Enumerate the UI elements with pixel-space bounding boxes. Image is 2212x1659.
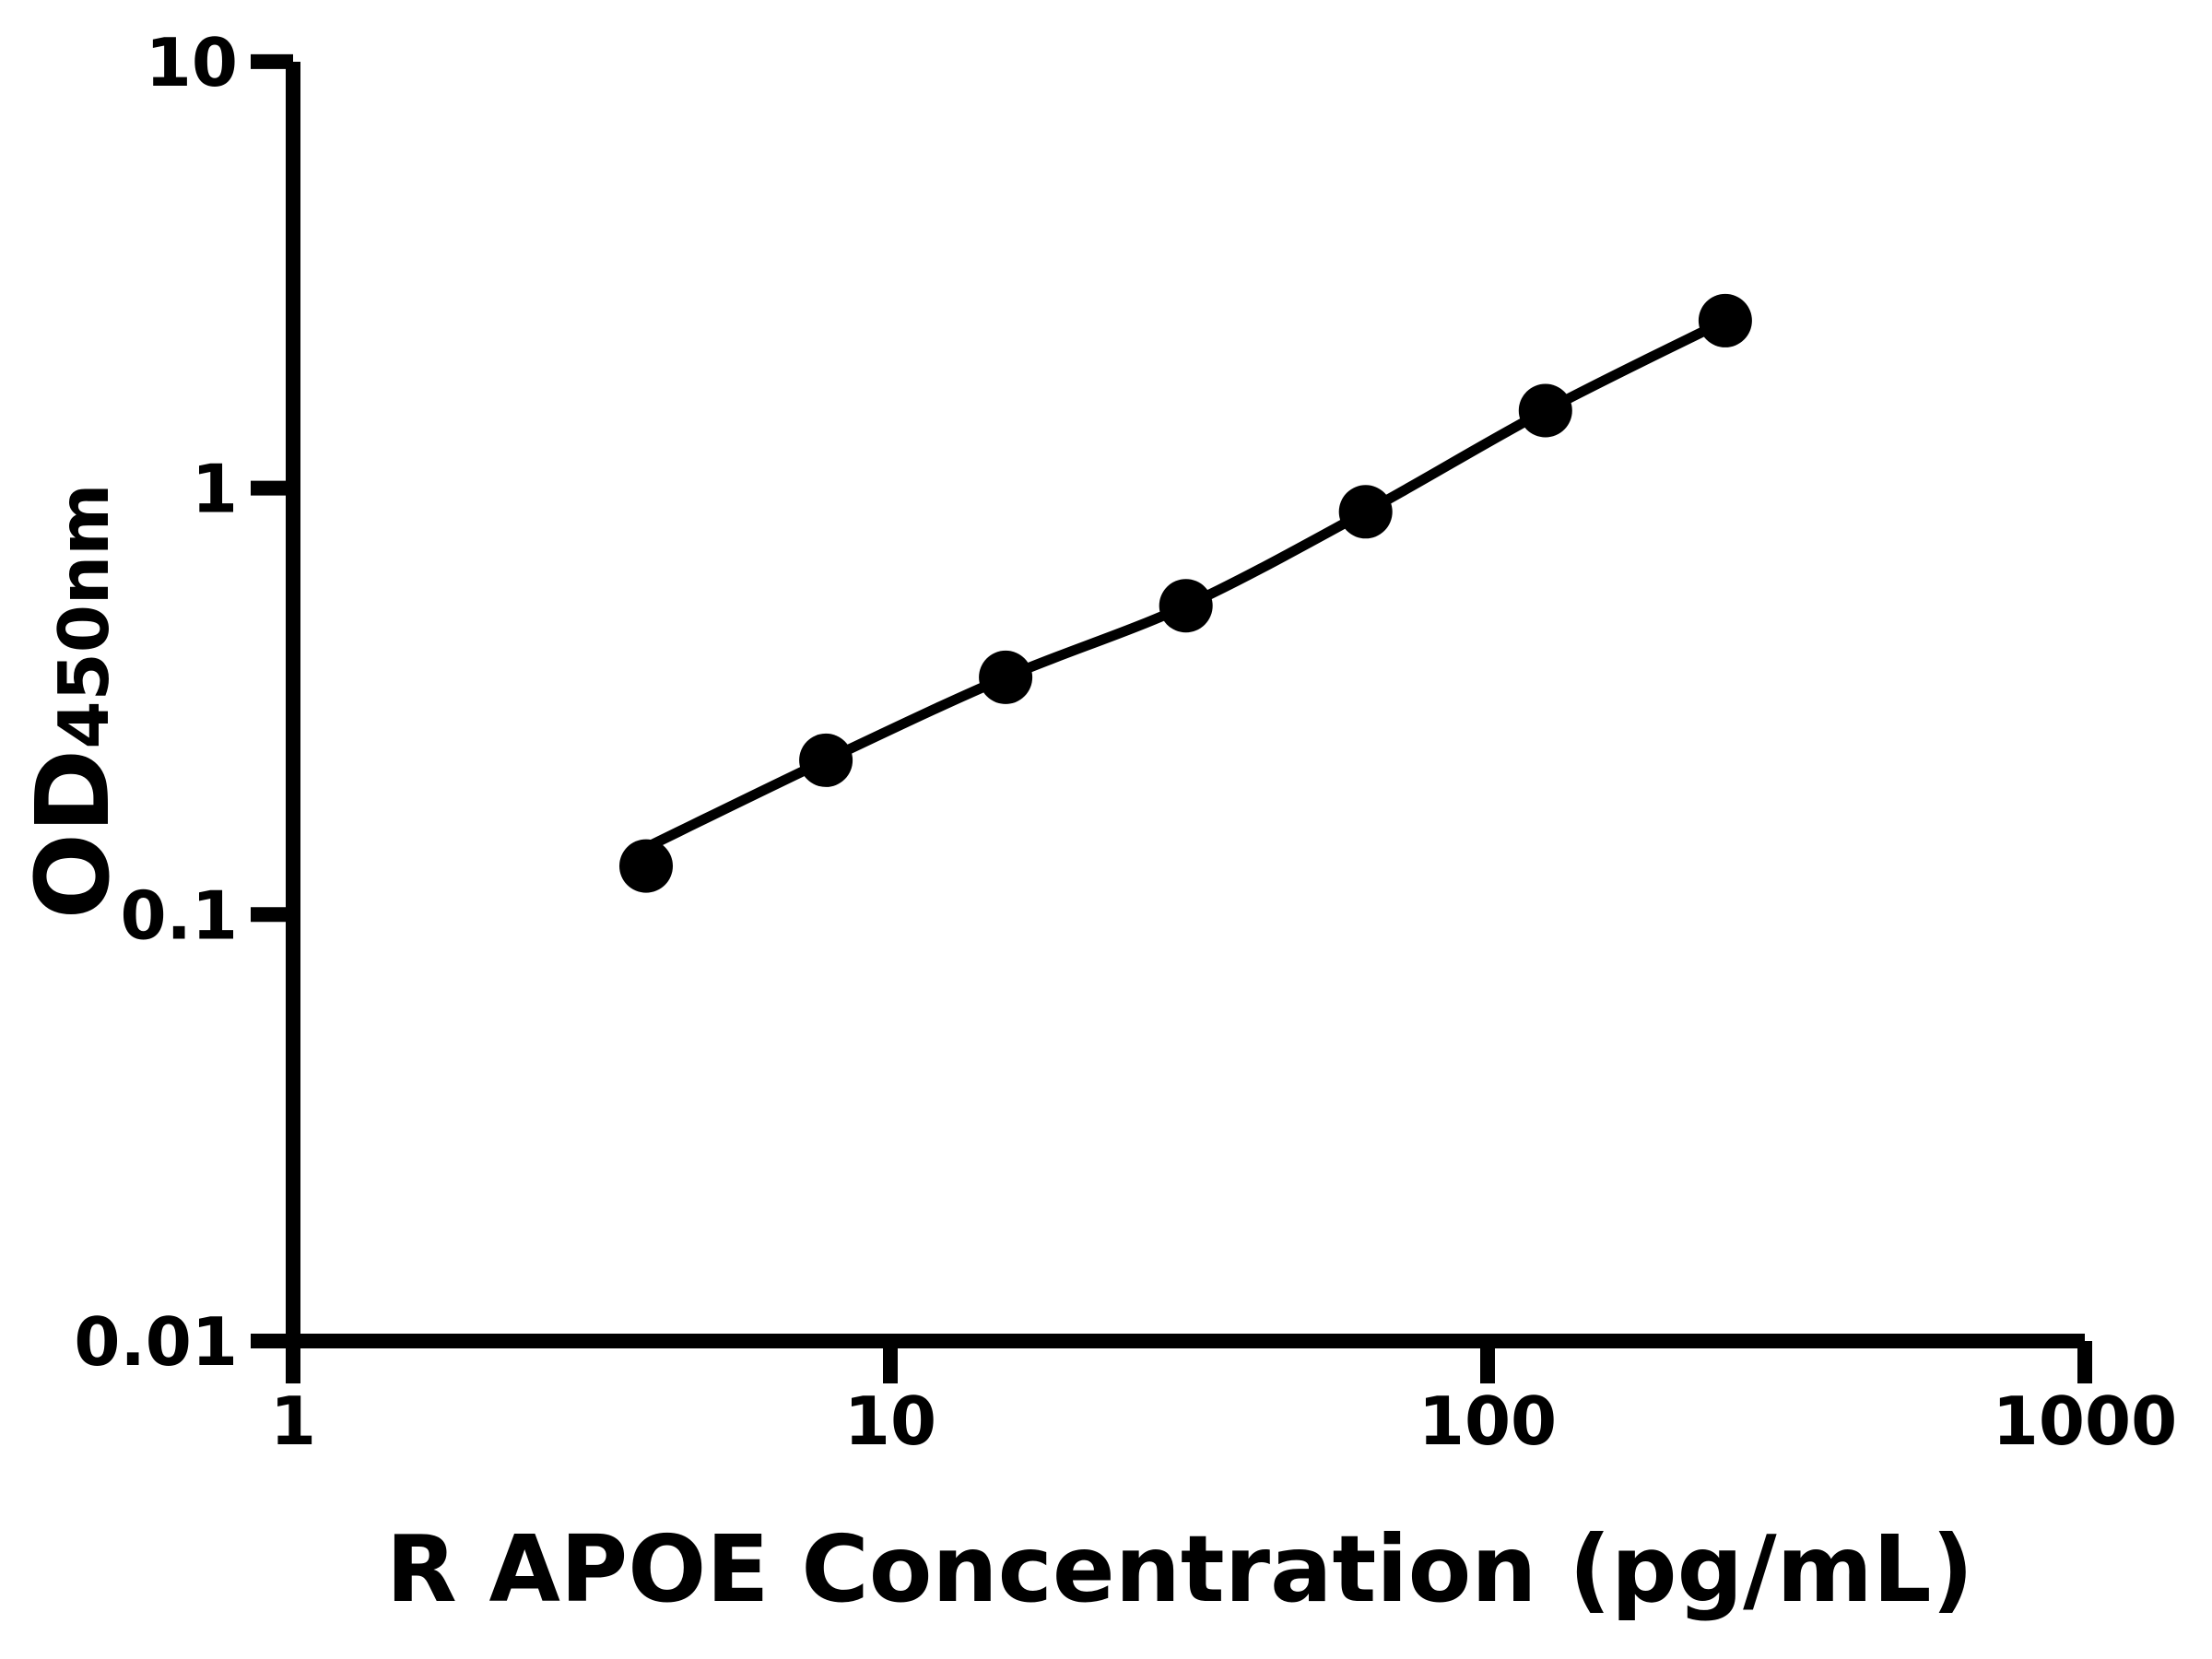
data-point-marker (799, 733, 853, 787)
data-point-marker (1698, 293, 1752, 347)
data-point-marker (619, 839, 673, 893)
data-point-marker (1518, 383, 1572, 438)
axes-layer (286, 62, 2085, 1348)
x-tick-label: 1000 (1993, 1382, 2177, 1460)
x-tick-label: 10 (844, 1382, 936, 1460)
series-layer (619, 293, 1752, 893)
x-axis-title: R APOE Concentration (pg/mL) (386, 1515, 1974, 1623)
axis-spine (286, 62, 2085, 1348)
data-point-marker (1159, 579, 1213, 633)
y-tick-label: 0.1 (120, 877, 238, 954)
y-tick-label: 1 (192, 451, 238, 528)
x-tick-label: 1 (270, 1382, 316, 1460)
tick-layer (251, 53, 2092, 1383)
y-axis-title-main: OD (14, 749, 132, 920)
y-axis-title: OD450nm (14, 484, 132, 920)
y-axis-title-sub: 450nm (43, 484, 124, 749)
data-point-marker (1338, 485, 1393, 539)
x-tick-label: 100 (1418, 1382, 1557, 1460)
tick-label-layer: 10 1 0.1 0.01 1 10 100 1000 (74, 24, 2177, 1460)
data-point-marker (979, 650, 1033, 704)
y-tick-label: 10 (146, 24, 238, 101)
y-tick-label: 0.01 (74, 1303, 238, 1381)
